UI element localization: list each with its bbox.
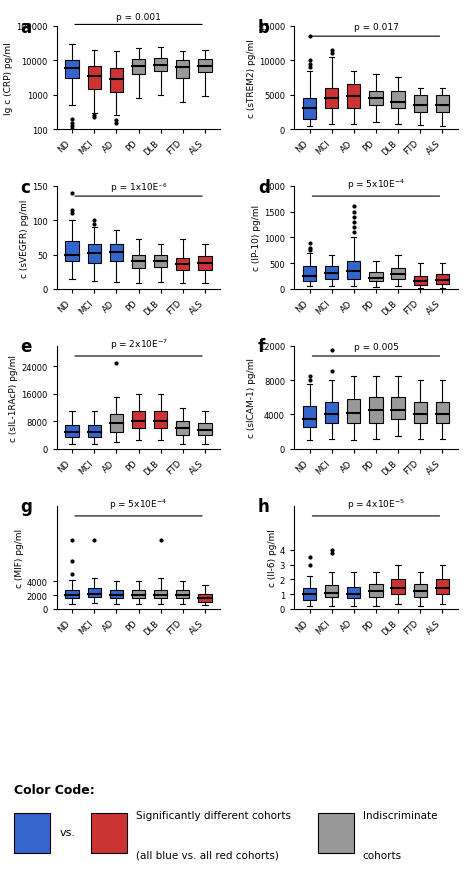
- Text: Color Code:: Color Code:: [14, 783, 95, 797]
- Bar: [303, 266, 316, 282]
- Bar: [198, 424, 211, 435]
- Bar: [88, 588, 101, 597]
- Text: h: h: [258, 498, 270, 516]
- Text: p = 4x10E$^{-5}$: p = 4x10E$^{-5}$: [347, 497, 405, 511]
- Y-axis label: c (MIF) pg/ml: c (MIF) pg/ml: [15, 528, 24, 587]
- Bar: [132, 590, 145, 599]
- Bar: [325, 266, 338, 279]
- Bar: [110, 415, 123, 432]
- Bar: [110, 590, 123, 599]
- Text: p = 2x10E$^{-7}$: p = 2x10E$^{-7}$: [110, 337, 168, 351]
- Bar: [413, 584, 427, 597]
- Text: p = 0.017: p = 0.017: [354, 23, 398, 32]
- Y-axis label: c (sTREM2) pg/ml: c (sTREM2) pg/ml: [247, 39, 256, 118]
- Bar: [436, 275, 449, 284]
- Bar: [436, 96, 449, 113]
- Bar: [176, 422, 189, 435]
- Bar: [66, 590, 79, 599]
- Bar: [413, 402, 427, 424]
- Text: Significantly different cohorts: Significantly different cohorts: [136, 810, 291, 821]
- Text: c: c: [21, 178, 31, 197]
- Bar: [303, 588, 316, 600]
- Bar: [88, 245, 101, 264]
- Bar: [325, 402, 338, 424]
- Bar: [347, 261, 361, 279]
- Bar: [391, 269, 405, 279]
- Bar: [303, 99, 316, 120]
- Bar: [198, 60, 211, 73]
- FancyBboxPatch shape: [14, 813, 50, 853]
- Bar: [66, 61, 79, 80]
- Text: e: e: [21, 338, 32, 356]
- Y-axis label: c (sIL-1RAcP) pg/ml: c (sIL-1RAcP) pg/ml: [9, 354, 18, 442]
- Bar: [110, 245, 123, 262]
- Bar: [132, 60, 145, 75]
- FancyBboxPatch shape: [91, 813, 127, 853]
- Bar: [154, 256, 167, 267]
- Text: b: b: [258, 19, 270, 37]
- Bar: [154, 590, 167, 599]
- Bar: [88, 66, 101, 89]
- Bar: [176, 61, 189, 80]
- Bar: [66, 241, 79, 262]
- Bar: [176, 258, 189, 270]
- Bar: [413, 277, 427, 285]
- Text: vs.: vs.: [59, 828, 75, 838]
- Bar: [303, 407, 316, 428]
- Bar: [198, 257, 211, 270]
- Text: f: f: [258, 338, 265, 356]
- Text: p = 0.005: p = 0.005: [354, 342, 398, 351]
- Bar: [347, 587, 361, 599]
- Bar: [436, 402, 449, 424]
- Bar: [347, 85, 361, 109]
- Bar: [66, 426, 79, 437]
- Bar: [198, 594, 211, 603]
- Text: p = 0.001: p = 0.001: [116, 13, 161, 22]
- Y-axis label: c (sICAM-1) pg/ml: c (sICAM-1) pg/ml: [247, 358, 256, 438]
- Bar: [154, 58, 167, 72]
- Text: p = 1x10E⁻⁶: p = 1x10E⁻⁶: [111, 182, 166, 191]
- Bar: [413, 96, 427, 113]
- FancyBboxPatch shape: [318, 813, 354, 853]
- Bar: [325, 89, 338, 109]
- Bar: [88, 426, 101, 437]
- Bar: [436, 579, 449, 595]
- Text: a: a: [21, 19, 32, 37]
- Bar: [391, 398, 405, 419]
- Bar: [369, 273, 383, 282]
- Bar: [132, 411, 145, 429]
- Bar: [369, 398, 383, 424]
- Bar: [176, 590, 189, 599]
- Bar: [391, 92, 405, 109]
- Bar: [110, 69, 123, 93]
- Bar: [347, 400, 361, 424]
- Y-axis label: lg c (CRP) pg/ml: lg c (CRP) pg/ml: [4, 42, 13, 114]
- Text: g: g: [21, 498, 33, 516]
- Text: d: d: [258, 178, 270, 197]
- Y-axis label: c (Il-6) pg/ml: c (Il-6) pg/ml: [268, 528, 277, 586]
- Bar: [154, 411, 167, 429]
- Text: p = 5x10E$^{-4}$: p = 5x10E$^{-4}$: [347, 177, 405, 191]
- Y-axis label: c (sVEGFR) pg/ml: c (sVEGFR) pg/ml: [20, 199, 29, 277]
- Text: cohorts: cohorts: [363, 850, 402, 860]
- Bar: [369, 584, 383, 597]
- Y-axis label: c (IP-10) pg/ml: c (IP-10) pg/ml: [252, 205, 261, 271]
- Text: (all blue vs. all red cohorts): (all blue vs. all red cohorts): [136, 850, 279, 860]
- Bar: [132, 256, 145, 269]
- Bar: [369, 92, 383, 105]
- Bar: [391, 579, 405, 595]
- Text: p = 5x10E$^{-4}$: p = 5x10E$^{-4}$: [110, 497, 168, 511]
- Text: Indiscriminate: Indiscriminate: [363, 810, 438, 821]
- Bar: [325, 586, 338, 597]
